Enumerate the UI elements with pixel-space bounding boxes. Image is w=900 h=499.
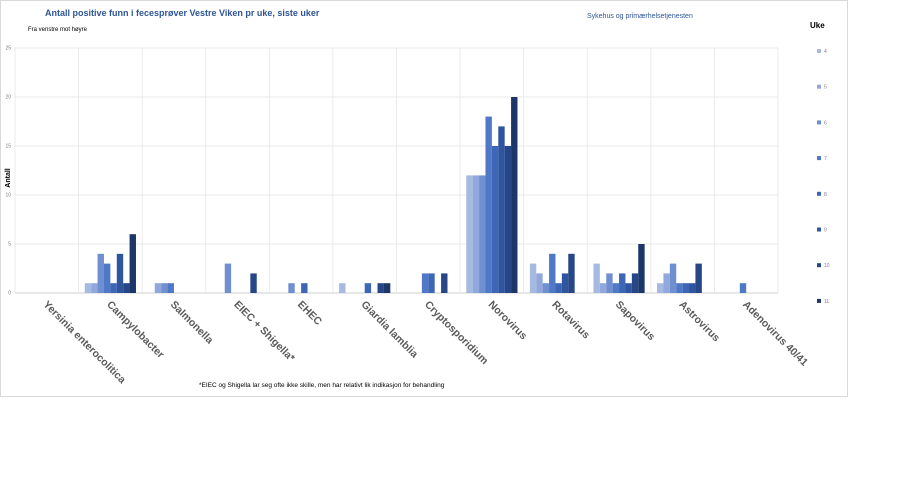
legend-swatch: [817, 120, 821, 125]
y-tick-label: 20: [5, 95, 11, 101]
legend-swatch: [817, 84, 821, 89]
chart-frame: Antall positive funn i fecesprøver Vestr…: [0, 0, 848, 397]
bar: [428, 273, 435, 293]
legend-label: 10: [824, 263, 830, 269]
bar: [529, 263, 537, 293]
bar: [301, 283, 308, 293]
y-tick-label: 25: [5, 46, 11, 52]
y-tick-label: 5: [8, 242, 11, 248]
x-tick-label: Norovirus: [486, 299, 530, 343]
bar: [689, 283, 696, 293]
legend-swatch: [817, 49, 821, 53]
x-tick-label: Cryptosporidium: [422, 299, 490, 367]
bar: [383, 283, 391, 293]
legend-title: Uke: [810, 21, 825, 30]
bar: [466, 175, 473, 293]
legend-label: 8: [824, 192, 827, 198]
bar: [631, 273, 639, 293]
bar: [421, 273, 429, 293]
bar: [123, 283, 130, 293]
legend-label: 11: [824, 299, 829, 305]
bars: [84, 97, 747, 294]
bar: [472, 175, 480, 293]
chart-title: Antall positive funn i fecesprøver Vestr…: [45, 8, 320, 18]
y-tick-label: 10: [5, 193, 11, 199]
bar: [250, 273, 257, 293]
bar: [593, 263, 600, 293]
legend-label: 7: [824, 156, 827, 162]
legend-swatch: [817, 263, 821, 268]
bar: [568, 253, 575, 293]
bar: [339, 283, 346, 293]
bar: [612, 283, 620, 293]
bar: [619, 273, 626, 293]
bar: [555, 283, 562, 293]
x-tick-label: EHEC: [295, 299, 324, 328]
bar: [167, 283, 174, 293]
bar: [638, 244, 645, 293]
y-axis-label: Antall: [5, 168, 12, 188]
legend-swatch: [817, 227, 821, 232]
legend: 4 5 6 7 8 9 10 11: [817, 49, 830, 305]
x-tick-label: Giardia lamblia: [359, 299, 421, 361]
x-tick-label: Rotavirus: [549, 299, 592, 342]
x-tick-label: Campylobacter: [104, 299, 166, 361]
bar: [625, 283, 632, 293]
bar: [606, 273, 613, 293]
bar: [682, 283, 690, 293]
y-axis-ticks: 0 5 10 15 20 25: [5, 46, 11, 297]
bar: [739, 283, 747, 293]
bar: [129, 234, 136, 293]
legend-label: 9: [824, 228, 827, 234]
bar: [154, 283, 162, 293]
chart-footnote: *EIEC og Shigella lar seg ofte ikke skil…: [199, 382, 445, 389]
bar: [695, 263, 702, 293]
x-tick-label: EIEC + Shigella*: [231, 299, 297, 365]
bar: [84, 283, 92, 293]
legend-swatch: [817, 191, 821, 196]
bar: [485, 116, 492, 293]
legend-label: 4: [824, 49, 827, 55]
x-tick-label: Adenovirus 40/41: [740, 299, 810, 369]
bar: [504, 146, 512, 293]
x-tick-label: Salmonella: [168, 299, 216, 347]
legend-swatch: [817, 298, 821, 303]
bar: [110, 283, 117, 293]
bar: [441, 273, 448, 293]
bar: [288, 283, 295, 293]
bar: [491, 146, 499, 293]
bar: [498, 126, 505, 294]
y-tick-label: 15: [5, 144, 11, 150]
bar: [542, 283, 550, 293]
bar: [663, 273, 670, 293]
legend-swatch: [817, 156, 821, 161]
bar: [676, 283, 683, 293]
x-tick-label: Astrovirus: [677, 299, 723, 345]
legend-label: 6: [824, 120, 827, 126]
category-dividers: [14, 48, 779, 293]
chart-subtitle: Fra venstre mot høyre: [28, 27, 88, 33]
bar: [91, 283, 98, 293]
bar: [161, 283, 168, 293]
bar: [561, 273, 569, 293]
bar: [657, 283, 664, 293]
bar: [511, 97, 518, 293]
legend-label: 5: [824, 85, 827, 91]
bar: [599, 283, 607, 293]
bar: [116, 253, 124, 293]
bar: [669, 263, 677, 293]
bar: [479, 175, 486, 293]
bar: [97, 253, 104, 293]
x-tick-label: Sapovirus: [613, 299, 657, 343]
bar: [377, 283, 384, 293]
bar: [536, 273, 543, 293]
y-tick-label: 0: [8, 291, 11, 297]
bar: [103, 263, 111, 293]
bar: [549, 253, 556, 293]
bar: [364, 283, 372, 293]
organization-label: Sykehus og primærhelsetjenesten: [587, 13, 693, 20]
bar: [224, 263, 232, 293]
